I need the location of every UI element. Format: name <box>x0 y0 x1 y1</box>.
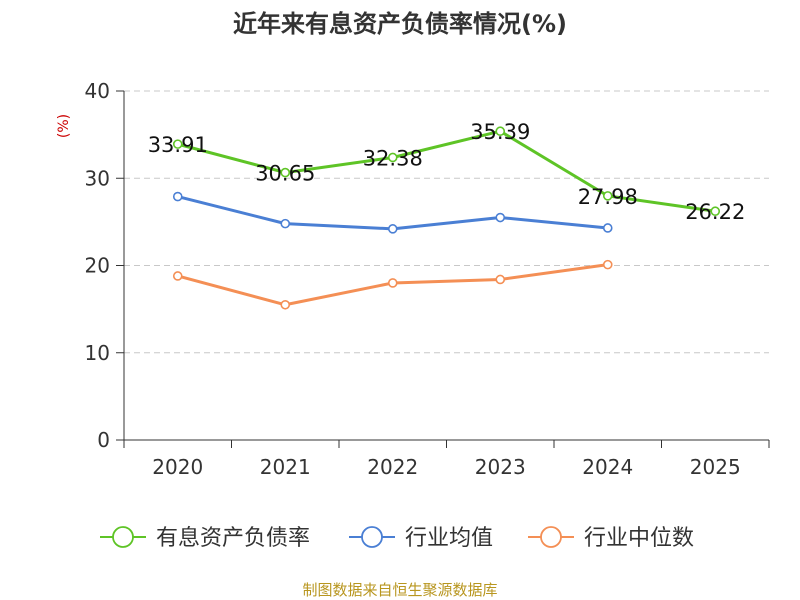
data-point <box>710 206 721 217</box>
data-point <box>495 274 506 285</box>
source-note: 制图数据来自恒生聚源数据库 <box>302 581 498 599</box>
x-tick-label: 2021 <box>260 455 311 479</box>
legend-label: 行业均值 <box>405 526 493 551</box>
data-point <box>387 224 398 234</box>
legend-swatch-marker <box>540 526 562 548</box>
legend-swatch-marker <box>361 526 383 548</box>
data-point <box>280 218 291 229</box>
series-line <box>177 129 716 213</box>
x-tick-label: 2022 <box>367 455 418 479</box>
data-label: 32.38 <box>363 146 423 170</box>
data-point <box>495 126 506 137</box>
data-point <box>172 271 183 281</box>
y-tick-label: 10 <box>85 341 110 365</box>
data-point <box>172 139 183 149</box>
legend-label: 行业中位数 <box>584 526 694 551</box>
data-label: 35.39 <box>470 120 530 144</box>
x-tick-label: 2023 <box>475 455 526 479</box>
data-point <box>495 212 506 223</box>
y-tick-label: 30 <box>85 166 110 190</box>
data-point <box>387 278 398 288</box>
y-tick-label: 0 <box>97 428 110 452</box>
data-point <box>280 299 291 310</box>
data-point <box>280 167 291 178</box>
x-tick-label: 2024 <box>582 455 633 479</box>
data-label: 30.65 <box>255 162 315 186</box>
data-label: 26.22 <box>685 200 745 224</box>
x-tick-label: 2020 <box>152 455 203 479</box>
data-label: 33.91 <box>148 133 208 157</box>
data-label: 27.98 <box>578 185 638 209</box>
legend-swatch-marker <box>112 526 134 548</box>
chart-title: 近年来有息资产负债率情况(%) <box>233 10 567 38</box>
data-point <box>172 191 183 202</box>
legend-label: 有息资产负债率 <box>156 526 310 551</box>
data-point <box>602 223 613 233</box>
x-tick-label: 2025 <box>690 455 741 479</box>
data-point <box>602 259 613 270</box>
data-point <box>602 191 613 201</box>
y-tick-label: 40 <box>85 79 110 103</box>
series-line <box>177 195 608 231</box>
data-point <box>387 152 398 163</box>
y-axis-label: (%) <box>56 114 72 138</box>
y-tick-label: 20 <box>85 254 110 278</box>
